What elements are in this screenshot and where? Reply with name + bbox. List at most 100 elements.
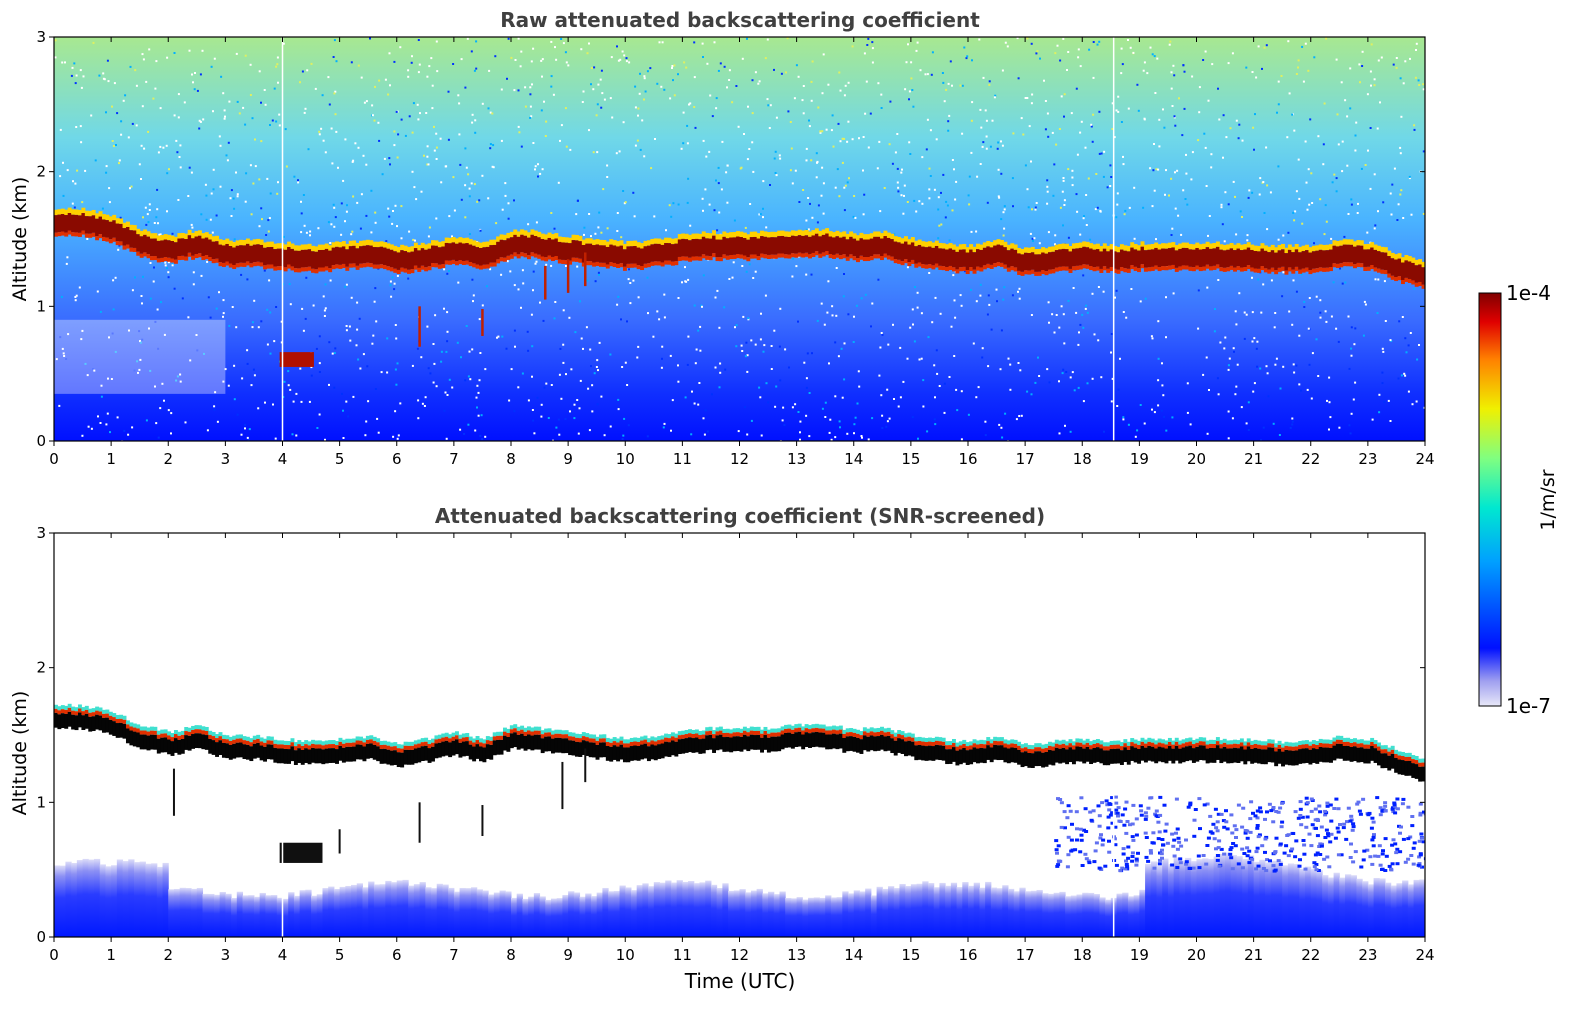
noise-speck [542,168,544,170]
noise-speck [779,154,781,156]
cloud-base-fringe [1391,276,1395,280]
noise-speck [930,129,932,131]
boundary-layer-column [488,895,494,937]
noise-speck [685,396,687,398]
cloud-core [448,742,452,757]
noise-speck [387,208,389,210]
noise-speck [934,189,936,191]
screened-speck [1268,803,1272,806]
cloud-core [1089,249,1093,267]
noise-speck [1103,291,1105,293]
noise-speck [412,171,414,173]
cloud-core [236,743,240,758]
noise-speck [1046,203,1048,205]
boundary-layer-column [945,886,951,937]
noise-speck [985,109,987,111]
cloud-top-fringe [1370,242,1374,247]
cloud-top-fringe [575,734,579,738]
noise-speck [1333,281,1335,283]
noise-speck [583,227,585,229]
noise-speck [405,135,407,137]
cloud-base-fringe [493,262,497,266]
noise-speck [1054,234,1056,236]
noise-speck [164,262,166,264]
noise-speck [1180,234,1182,236]
noise-speck [1004,413,1006,415]
screened-speck [1398,832,1402,835]
noise-speck [625,362,627,364]
noise-speck [399,402,401,404]
cloud-top-fringe [870,233,874,238]
cloud-top-fringe [75,210,79,215]
noise-speck [940,313,942,315]
noise-speck [331,128,333,130]
noise-speck [981,357,983,359]
screened-speck [1155,810,1159,813]
noise-speck [1357,212,1359,214]
noise-speck [1259,177,1261,179]
cloud-upper-edge [150,731,154,735]
cloud-top-fringe [147,231,151,236]
noise-speck [489,268,491,270]
noise-speck [109,431,111,433]
noise-speck [1351,413,1353,415]
y-tick-label: 0 [36,432,46,450]
cloud-top-fringe [280,740,284,744]
cloud-base-fringe [626,264,630,268]
noise-speck [652,336,654,338]
cloud-top-fringe [815,228,819,233]
noise-speck [1240,210,1242,212]
screened-speck [1389,868,1393,871]
cloud-top-fringe [1069,246,1073,251]
cloud-top-fringe [208,234,212,239]
noise-speck [702,43,704,45]
screened-speck [1255,827,1259,830]
noise-speck [1002,299,1004,301]
cloud-core [654,244,658,262]
noise-speck [72,67,74,69]
boundary-layer-column [511,898,517,937]
screened-speck [1220,813,1224,816]
noise-speck [1174,125,1176,127]
cloud-base-fringe [613,263,617,267]
cloud-top-fringe [469,239,473,244]
noise-speck [1178,97,1180,99]
noise-speck [390,284,392,286]
noise-speck [961,390,963,392]
cloud-top-fringe [123,223,127,228]
cloud-top-fringe [524,728,528,732]
cloud-core [811,235,815,253]
cloud-core [424,250,428,268]
noise-speck [419,64,421,66]
cloud-base-fringe [1298,270,1302,274]
noise-speck [811,274,813,276]
noise-speck [1294,210,1296,212]
cloud-base-fringe [1226,267,1230,271]
screened-speck [1310,810,1314,813]
cloud-top-fringe [140,231,144,236]
noise-speck [1330,238,1332,240]
screened-speck [1355,803,1359,806]
cloud-upper-edge [349,743,353,747]
screened-speck [1098,867,1102,870]
cloud-core [431,747,435,762]
cloud-core [277,748,281,763]
cloud-upper-edge [400,749,404,753]
noise-speck [1071,170,1073,172]
noise-speck [81,435,83,437]
noise-speck [1052,195,1054,197]
noise-speck [1054,332,1056,334]
cloud-core [554,738,558,753]
cloud-top-fringe [1291,247,1295,252]
noise-speck [237,195,239,197]
noise-speck [429,372,431,374]
cloud-core [356,248,360,266]
cloud-top-fringe [825,228,829,233]
cloud-core [328,748,332,763]
screened-speck [1194,808,1198,811]
noise-speck [1317,135,1319,137]
screened-speck [1337,807,1341,810]
noise-speck [1095,208,1097,210]
cloud-top-fringe [338,242,342,247]
cloud-top-fringe [366,240,370,245]
